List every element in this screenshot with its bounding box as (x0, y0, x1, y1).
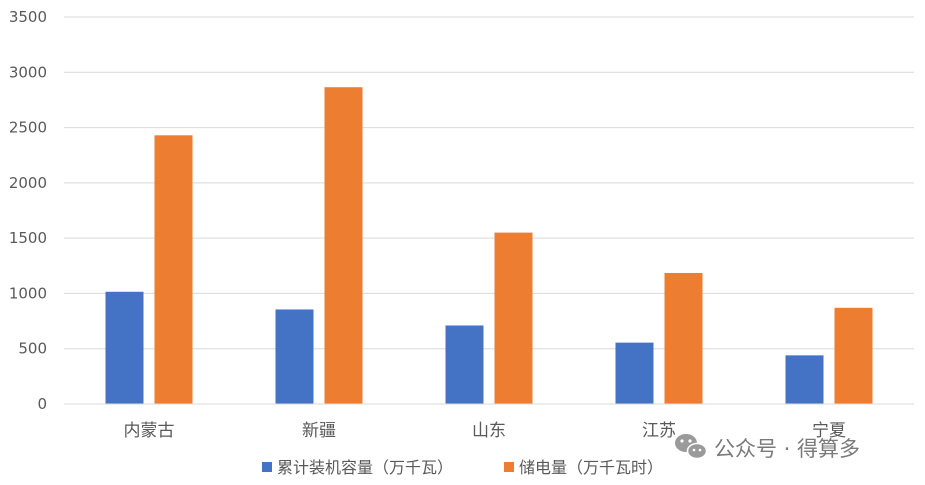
x-category-label: 宁夏 (812, 421, 846, 441)
x-category-label: 内蒙古 (124, 421, 175, 441)
bar-series-1-0 (154, 135, 193, 404)
watermark: 公众号 · 得算多 (675, 434, 860, 461)
bar-series-1-2 (494, 232, 533, 404)
y-tick-label: 0 (37, 395, 47, 413)
y-tick-label: 3500 (9, 8, 47, 26)
bars (105, 87, 873, 404)
y-tick-label: 500 (18, 340, 47, 358)
y-axis-tick-labels: 0 500 1000 1500 2000 2500 3000 3500 (9, 8, 47, 413)
bar-series-1-4 (834, 307, 873, 404)
x-category-label: 山东 (472, 421, 506, 441)
y-tick-label: 1500 (9, 229, 47, 247)
bar-series-0-1 (275, 309, 314, 404)
legend-swatch-series-0 (262, 462, 272, 472)
legend: 累计装机容量（万千瓦） 储电量（万千瓦时） (262, 458, 663, 477)
legend-label-series-0: 累计装机容量（万千瓦） (277, 458, 453, 477)
y-tick-label: 2500 (9, 119, 47, 137)
x-category-label: 新疆 (302, 421, 336, 441)
y-tick-label: 2000 (9, 174, 47, 192)
y-tick-label: 3000 (9, 63, 47, 81)
y-tick-label: 1000 (9, 284, 47, 302)
watermark-text: 公众号 · 得算多 (714, 437, 860, 461)
wechat-icon (675, 434, 708, 460)
bar-series-1-1 (324, 87, 363, 404)
bar-series-0-4 (785, 355, 824, 404)
bar-series-1-3 (664, 272, 703, 404)
bar-series-0-0 (105, 291, 144, 404)
bar-series-0-3 (615, 342, 654, 404)
x-category-label: 江苏 (642, 421, 676, 441)
x-axis-category-labels: 内蒙古 新疆 山东 江苏 宁夏 (124, 421, 847, 441)
legend-label-series-1: 储电量（万千瓦时） (519, 458, 663, 477)
gridlines (64, 16, 914, 350)
legend-swatch-series-1 (504, 462, 514, 472)
bar-series-0-2 (445, 325, 484, 404)
